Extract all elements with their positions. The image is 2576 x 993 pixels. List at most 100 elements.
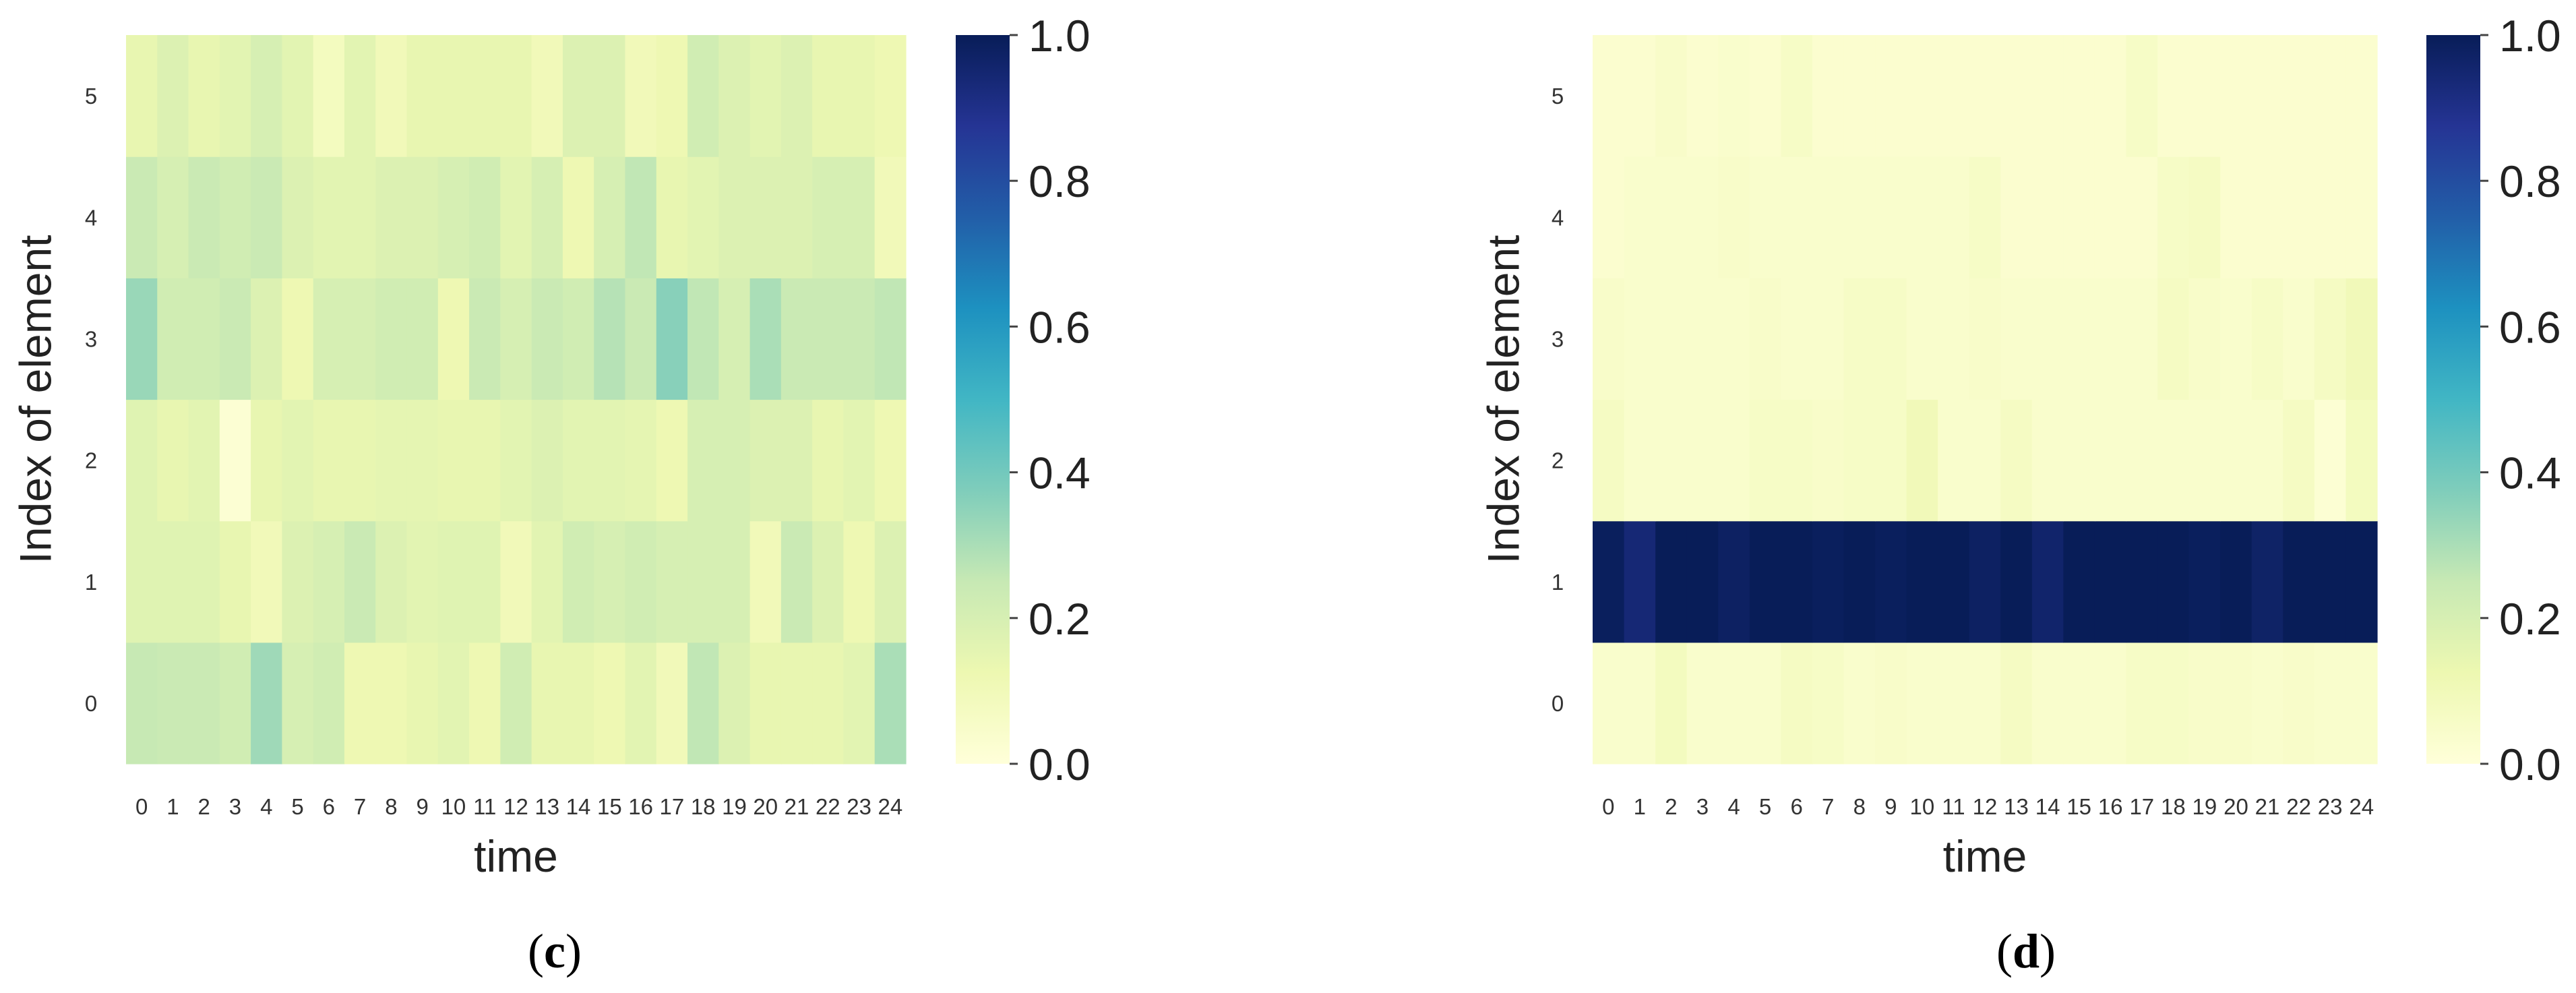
panel-caption-c-label: c — [544, 924, 565, 978]
heatmap-cell — [843, 278, 876, 400]
heatmap-cell — [2031, 35, 2064, 157]
heatmap-cell — [251, 35, 282, 157]
heatmap-cell — [1686, 399, 1719, 522]
heatmap-cell — [2220, 520, 2252, 643]
heatmap-cell — [1812, 642, 1845, 764]
heatmap-cell — [126, 520, 158, 643]
x-tick-label: 10 — [1910, 794, 1935, 819]
heatmap-cell — [188, 278, 220, 400]
heatmap-cell — [2126, 642, 2158, 764]
heatmap-cell — [1593, 278, 1625, 400]
heatmap-cell — [2063, 156, 2095, 278]
heatmap-cell — [219, 278, 251, 400]
heatmap-cell — [2031, 520, 2064, 643]
x-tick-label: 4 — [260, 794, 272, 819]
y-tick-label: 1 — [85, 570, 97, 595]
heatmap-cell — [1655, 278, 1688, 400]
heatmap-cell — [282, 642, 314, 764]
heatmap-cell — [1938, 399, 1970, 522]
heatmap-cell — [219, 642, 251, 764]
x-tick-label: 9 — [416, 794, 428, 819]
heatmap-cell — [2314, 399, 2347, 522]
heatmap-cell — [282, 156, 314, 278]
heatmap-cell — [1906, 642, 1938, 764]
y-tick-label: 2 — [85, 448, 97, 473]
heatmap-cell — [344, 156, 376, 278]
y-axis-label: Index of element — [1478, 235, 1528, 564]
heatmap-cell — [375, 156, 408, 278]
y-tick-label: 3 — [85, 326, 97, 351]
heatmap-cell — [562, 520, 594, 643]
heatmap-cell — [251, 520, 282, 643]
x-tick-label: 11 — [473, 794, 496, 819]
heatmap-cell — [625, 399, 657, 522]
x-tick-label: 14 — [2035, 794, 2060, 819]
heatmap-cell — [1655, 35, 1688, 157]
heatmap-cell — [812, 520, 845, 643]
heatmap-cell — [437, 35, 470, 157]
heatmap-cell — [375, 520, 408, 643]
x-tick-label: 20 — [753, 794, 778, 819]
heatmap-cell — [562, 35, 594, 157]
heatmap-cell — [531, 520, 563, 643]
heatmap-cell — [313, 642, 345, 764]
heatmap-cell — [2063, 278, 2095, 400]
heatmap-cell — [2000, 399, 2033, 522]
heatmap-cell — [594, 399, 626, 522]
colorbar-tick-label: 0.8 — [1029, 156, 1091, 206]
heatmap-cell — [594, 156, 626, 278]
heatmap-cell — [1593, 399, 1625, 522]
heatmap-cell — [344, 520, 376, 643]
heatmap-cell — [1875, 642, 1907, 764]
heatmap-cell — [126, 278, 158, 400]
heatmap-cell — [500, 35, 532, 157]
colorbar-tick-label: 1.0 — [2499, 11, 2561, 61]
heatmap-cell — [1812, 399, 1845, 522]
heatmap-cell — [656, 156, 688, 278]
y-tick-label: 0 — [1552, 691, 1564, 716]
heatmap-cell — [1843, 399, 1876, 522]
heatmap-cell — [1781, 399, 1813, 522]
y-tick-label: 4 — [85, 205, 97, 230]
heatmap-cell — [2063, 520, 2095, 643]
x-tick-label: 23 — [847, 794, 871, 819]
heatmap-cell — [1655, 520, 1688, 643]
heatmap-cell — [749, 156, 782, 278]
heatmap-cell — [1686, 35, 1719, 157]
x-tick-label: 3 — [1696, 794, 1709, 819]
heatmap-cell — [313, 156, 345, 278]
heatmap-cell — [1906, 156, 1938, 278]
heatmap-cell — [625, 35, 657, 157]
heatmap-cell — [2283, 399, 2315, 522]
x-tick-label: 2 — [198, 794, 210, 819]
heatmap-cell — [874, 156, 907, 278]
heatmap-cell — [780, 278, 813, 400]
heatmap-cell — [188, 642, 220, 764]
heatmap-cell — [2188, 520, 2221, 643]
heatmap-cell — [780, 35, 813, 157]
heatmap-cell — [2283, 35, 2315, 157]
heatmap-cell — [2251, 520, 2283, 643]
heatmap-cell — [375, 399, 408, 522]
heatmap-cell — [531, 35, 563, 157]
heatmap-cell — [1938, 156, 1970, 278]
x-tick-label: 15 — [597, 794, 622, 819]
heatmap-cell — [1624, 278, 1656, 400]
heatmap-cell — [812, 642, 845, 764]
heatmap-cell — [344, 35, 376, 157]
heatmap-cell — [2126, 399, 2158, 522]
heatmap-cell — [2031, 642, 2064, 764]
heatmap-cell — [219, 520, 251, 643]
x-tick-label: 6 — [1790, 794, 1802, 819]
x-tick-label: 2 — [1665, 794, 1677, 819]
heatmap-cell — [531, 278, 563, 400]
heatmap-cell — [1749, 35, 1781, 157]
x-tick-label: 21 — [785, 794, 809, 819]
heatmap-cell — [1906, 399, 1938, 522]
heatmap-cell — [812, 278, 845, 400]
heatmap-cell — [718, 156, 751, 278]
heatmap-cell — [188, 520, 220, 643]
heatmap-cell — [157, 35, 189, 157]
heatmap-cell — [282, 399, 314, 522]
heatmap-cell — [188, 399, 220, 522]
